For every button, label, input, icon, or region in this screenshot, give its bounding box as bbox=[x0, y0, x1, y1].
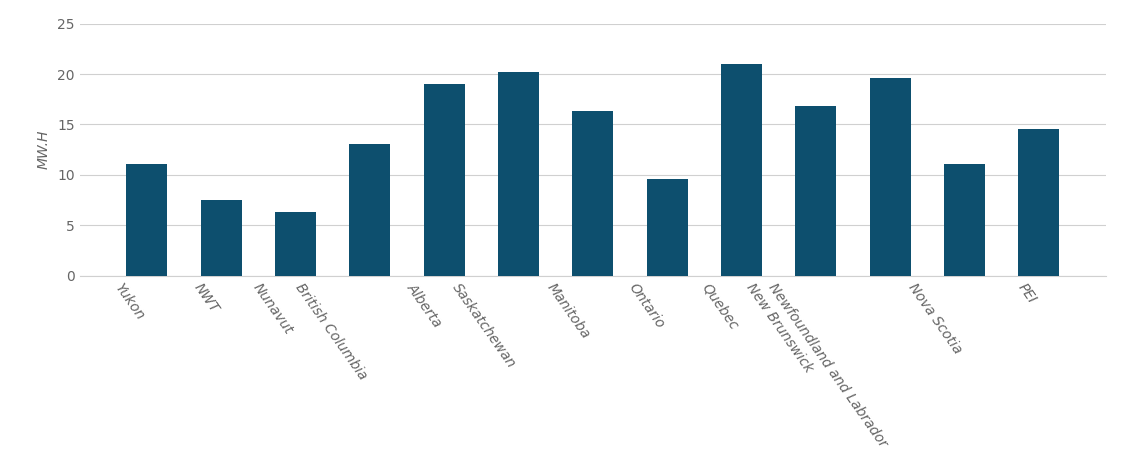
Bar bbox=[944, 164, 985, 276]
Bar bbox=[572, 111, 613, 276]
Bar bbox=[1018, 130, 1059, 276]
Bar bbox=[349, 143, 390, 276]
Bar bbox=[646, 179, 687, 276]
Bar bbox=[275, 212, 316, 276]
Y-axis label: MW.H: MW.H bbox=[36, 130, 50, 169]
Bar bbox=[870, 78, 911, 276]
Bar bbox=[424, 84, 465, 276]
Bar bbox=[201, 200, 242, 276]
Bar bbox=[127, 164, 168, 276]
Bar bbox=[720, 64, 762, 276]
Bar bbox=[796, 106, 837, 276]
Bar bbox=[498, 72, 539, 276]
